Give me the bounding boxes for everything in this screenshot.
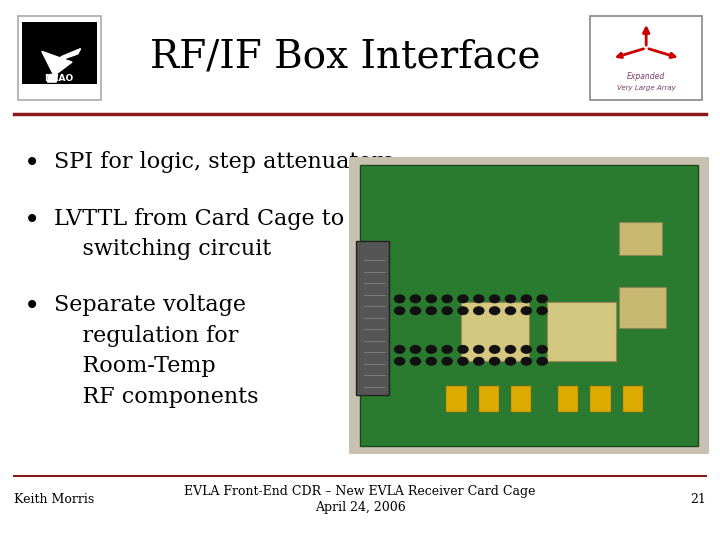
Circle shape xyxy=(395,357,405,365)
Circle shape xyxy=(458,295,468,302)
Circle shape xyxy=(442,307,452,314)
Text: Expanded: Expanded xyxy=(627,72,665,81)
Circle shape xyxy=(521,295,531,302)
Text: EVLA Front-End CDR – New EVLA Receiver Card Cage
April 24, 2006: EVLA Front-End CDR – New EVLA Receiver C… xyxy=(184,484,536,515)
FancyBboxPatch shape xyxy=(461,302,529,361)
Circle shape xyxy=(442,295,452,302)
Circle shape xyxy=(521,357,531,365)
Polygon shape xyxy=(59,49,81,60)
FancyBboxPatch shape xyxy=(558,386,578,412)
FancyBboxPatch shape xyxy=(22,22,97,84)
FancyBboxPatch shape xyxy=(619,287,666,328)
Text: Very Large Array: Very Large Array xyxy=(617,85,675,91)
FancyBboxPatch shape xyxy=(479,386,499,412)
Polygon shape xyxy=(42,51,72,76)
Text: •: • xyxy=(24,294,40,321)
Circle shape xyxy=(490,307,500,314)
Circle shape xyxy=(537,357,547,365)
FancyBboxPatch shape xyxy=(547,302,616,361)
Circle shape xyxy=(537,307,547,314)
Text: LVTTL from Card Cage to external
    switching circuit: LVTTL from Card Cage to external switchi… xyxy=(54,208,444,260)
Circle shape xyxy=(395,295,405,302)
Circle shape xyxy=(426,346,436,353)
Text: SPI for logic, step attenuators: SPI for logic, step attenuators xyxy=(54,151,394,173)
Text: Separate voltage
    regulation for
    Room-Temp
    RF components: Separate voltage regulation for Room-Tem… xyxy=(54,294,258,408)
Text: •: • xyxy=(24,151,40,178)
Circle shape xyxy=(395,307,405,314)
Circle shape xyxy=(505,295,516,302)
Circle shape xyxy=(505,346,516,353)
Circle shape xyxy=(490,295,500,302)
Circle shape xyxy=(410,357,420,365)
Circle shape xyxy=(505,357,516,365)
Circle shape xyxy=(442,357,452,365)
Circle shape xyxy=(521,307,531,314)
FancyBboxPatch shape xyxy=(623,386,643,412)
Circle shape xyxy=(458,346,468,353)
Circle shape xyxy=(426,295,436,302)
FancyBboxPatch shape xyxy=(356,240,389,395)
Circle shape xyxy=(537,346,547,353)
Circle shape xyxy=(521,346,531,353)
Circle shape xyxy=(458,307,468,314)
Circle shape xyxy=(474,307,484,314)
FancyBboxPatch shape xyxy=(619,222,662,254)
Circle shape xyxy=(505,307,516,314)
FancyBboxPatch shape xyxy=(590,16,702,100)
Circle shape xyxy=(426,357,436,365)
FancyBboxPatch shape xyxy=(590,386,611,412)
Circle shape xyxy=(474,346,484,353)
Text: 21: 21 xyxy=(690,493,706,506)
Circle shape xyxy=(410,346,420,353)
Circle shape xyxy=(410,307,420,314)
Text: NRAO: NRAO xyxy=(45,74,73,83)
Circle shape xyxy=(442,346,452,353)
Text: RF/IF Box Interface: RF/IF Box Interface xyxy=(150,38,541,75)
Text: •: • xyxy=(24,208,40,235)
Circle shape xyxy=(490,346,500,353)
Circle shape xyxy=(395,346,405,353)
Circle shape xyxy=(474,357,484,365)
FancyBboxPatch shape xyxy=(18,16,101,100)
Circle shape xyxy=(410,295,420,302)
FancyBboxPatch shape xyxy=(349,157,709,454)
Circle shape xyxy=(474,295,484,302)
Circle shape xyxy=(490,357,500,365)
FancyBboxPatch shape xyxy=(360,165,698,446)
FancyBboxPatch shape xyxy=(511,386,531,412)
Circle shape xyxy=(458,357,468,365)
Text: Keith Morris: Keith Morris xyxy=(14,493,94,506)
Circle shape xyxy=(537,295,547,302)
Polygon shape xyxy=(48,75,58,82)
FancyBboxPatch shape xyxy=(446,386,467,412)
Circle shape xyxy=(426,307,436,314)
